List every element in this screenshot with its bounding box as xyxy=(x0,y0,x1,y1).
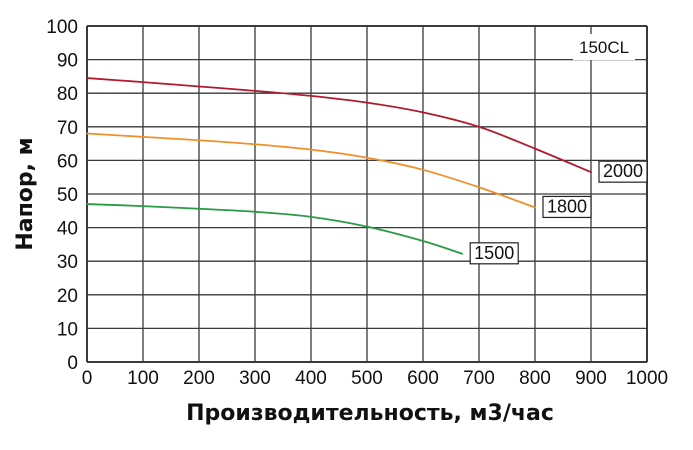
x-tick-label: 1000 xyxy=(626,368,668,389)
series-label-1500: 1500 xyxy=(474,243,514,263)
y-tick-label: 70 xyxy=(57,118,78,139)
chart-title: 150CL xyxy=(579,38,629,57)
y-tick-label: 30 xyxy=(57,252,78,273)
x-tick-label: 900 xyxy=(575,368,607,389)
chart-grid xyxy=(86,25,648,363)
series-labels: 2000 1800 1500 xyxy=(469,160,648,265)
x-tick-label: 700 xyxy=(463,368,495,389)
y-tick-label: 10 xyxy=(57,319,78,340)
series-line-2000 xyxy=(86,77,592,174)
y-axis-title: Напор, м xyxy=(13,137,38,250)
y-tick-label: 100 xyxy=(46,17,78,38)
y-tick-label: 60 xyxy=(57,151,78,172)
series-line-1500 xyxy=(86,203,464,255)
series-label-box xyxy=(598,160,648,183)
x-tick-label: 400 xyxy=(295,368,327,389)
series-label-1800: 1800 xyxy=(547,196,587,216)
x-tick-label: 800 xyxy=(519,368,551,389)
y-tick-label: 20 xyxy=(57,286,78,307)
y-tick-label: 50 xyxy=(57,185,78,206)
y-tick-label: 0 xyxy=(67,353,78,374)
x-tick-label: 500 xyxy=(351,368,383,389)
chart-series xyxy=(86,77,592,255)
series-line-1800 xyxy=(86,132,536,209)
chart-title-box xyxy=(573,34,635,60)
y-tick-label: 40 xyxy=(57,219,78,240)
x-tick-label: 300 xyxy=(239,368,271,389)
y-tick-label: 90 xyxy=(57,51,78,72)
x-axis-ticks: 0 100 200 300 400 500 600 700 800 900 1000 xyxy=(82,368,668,389)
x-axis-title: Производительность, м3/час xyxy=(186,401,554,426)
y-tick-label: 80 xyxy=(57,84,78,105)
series-label-box xyxy=(469,242,519,265)
x-tick-label: 600 xyxy=(407,368,439,389)
y-axis-ticks: 0 10 20 30 40 50 60 70 80 90 100 xyxy=(46,17,78,374)
series-label-2000: 2000 xyxy=(603,161,643,181)
x-tick-label: 0 xyxy=(82,368,93,389)
x-tick-label: 100 xyxy=(127,368,159,389)
x-tick-label: 200 xyxy=(183,368,215,389)
series-label-box xyxy=(542,195,592,219)
